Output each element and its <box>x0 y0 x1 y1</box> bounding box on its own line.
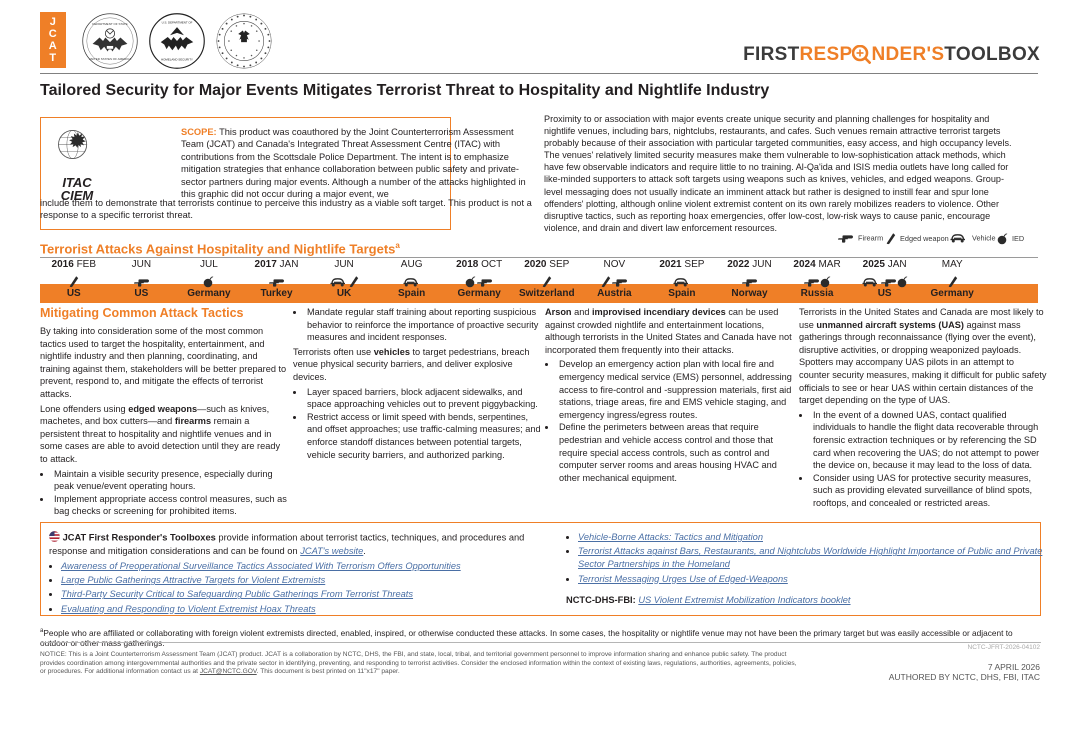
svg-text:UNITED STATES OF AMERICA: UNITED STATES OF AMERICA <box>89 57 132 61</box>
svg-text:HOMELAND SECURITY: HOMELAND SECURITY <box>161 58 193 62</box>
svg-text:DEPARTMENT OF STATE: DEPARTMENT OF STATE <box>92 22 127 26</box>
svg-text:U.S. DEPARTMENT OF: U.S. DEPARTMENT OF <box>162 21 193 25</box>
